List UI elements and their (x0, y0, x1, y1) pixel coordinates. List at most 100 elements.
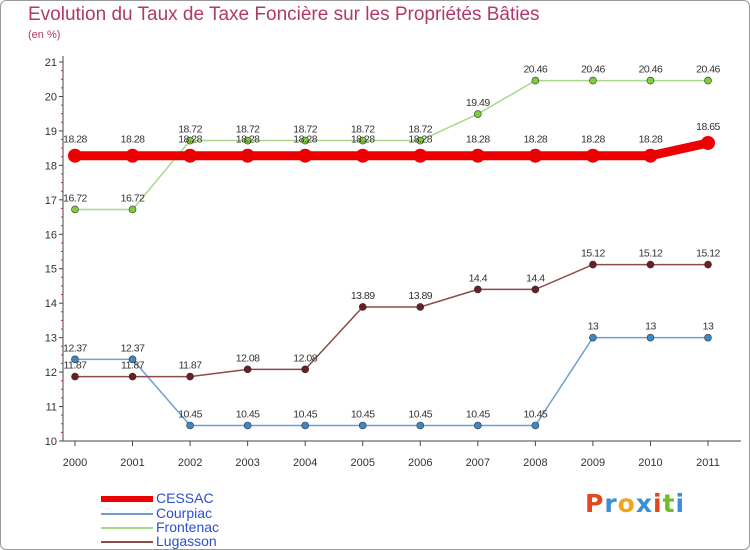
proxiti-logo: Proxiti (585, 489, 685, 518)
data-point (646, 76, 655, 85)
y-tick-label: 12 (45, 367, 57, 379)
data-point (128, 205, 137, 214)
y-tick-label: 10 (45, 436, 57, 448)
data-label: 11.87 (64, 360, 88, 372)
data-label: 11.87 (121, 360, 145, 372)
y-tick-label: 11 (46, 402, 57, 414)
y-tick-label: 20 (45, 91, 57, 103)
data-point (186, 136, 194, 145)
logo-letter: o (617, 489, 636, 518)
data-label: 20.46 (639, 64, 663, 76)
data-label: 18.72 (351, 124, 375, 136)
x-tick-label: 2010 (638, 457, 662, 469)
data-point (531, 421, 540, 430)
y-tick-label: 19 (45, 126, 57, 138)
data-point (589, 76, 597, 85)
data-point (186, 372, 194, 381)
data-point (355, 148, 370, 163)
logo-letter: P (585, 489, 605, 518)
data-point (358, 303, 367, 311)
y-tick-label: 16 (45, 229, 57, 241)
x-tick-label: 2002 (178, 457, 202, 469)
data-point (71, 372, 79, 381)
logo-letter: i (675, 489, 686, 518)
x-tick-label: 2004 (293, 457, 317, 469)
data-label: 20.46 (581, 64, 605, 76)
data-label: 18.28 (408, 134, 432, 146)
data-point (585, 148, 600, 163)
logo-letter: r (604, 489, 618, 518)
y-axis-unit: (en %) (28, 29, 61, 41)
data-point (298, 148, 313, 163)
legend-swatch (101, 527, 153, 529)
x-tick-label: 2006 (408, 457, 432, 469)
y-tick-label: 14 (45, 298, 57, 310)
y-tick-label: 21 (45, 57, 57, 69)
data-label: 10.45 (466, 408, 490, 420)
legend-label: CESSAC (156, 490, 214, 506)
series-cessac: 18.28 18.28 18.28 18.28 18.28 18.28 18.28 18.28… (63, 121, 721, 163)
data-label: 11.87 (179, 360, 203, 372)
data-point (243, 365, 252, 374)
data-label: 15.12 (581, 248, 605, 260)
data-point (531, 285, 540, 294)
data-point (474, 110, 482, 118)
data-point (416, 421, 425, 430)
series-line-courpiac (75, 336, 708, 427)
data-label: 13.89 (408, 290, 432, 302)
data-label: 10.45 (178, 408, 202, 420)
data-point (589, 260, 597, 269)
data-label: 18.28 (466, 134, 490, 146)
data-point (128, 372, 137, 381)
data-label: 18.28 (121, 134, 145, 146)
data-label: 14.4 (469, 272, 488, 284)
y-tick-label: 15 (45, 264, 57, 276)
x-tick-label: 2000 (63, 457, 87, 469)
legend-swatch (101, 496, 153, 502)
data-point (240, 148, 255, 163)
data-label: 18.72 (178, 124, 202, 136)
data-point (474, 421, 482, 430)
data-label: 20.46 (696, 64, 720, 76)
data-label: 18.28 (63, 134, 87, 146)
y-tick-label: 17 (45, 195, 57, 207)
data-point (643, 148, 658, 163)
x-tick-label: 2003 (235, 457, 259, 469)
data-label: 18.28 (351, 134, 375, 146)
data-label: 10.45 (408, 408, 432, 420)
data-point (589, 333, 597, 342)
data-point (243, 136, 252, 145)
data-point (531, 76, 540, 85)
data-label: 18.72 (408, 124, 432, 136)
data-point (704, 260, 712, 269)
data-point (470, 148, 485, 163)
data-label: 13 (645, 321, 656, 333)
legend-label: Courpiac (156, 505, 213, 521)
data-point (301, 365, 309, 374)
data-label: 12.37 (63, 342, 87, 354)
data-label: 18.72 (293, 124, 317, 136)
data-point (68, 148, 82, 163)
data-label: 10.45 (523, 408, 547, 420)
series-frontenac: 16.72 16.72 18.72 18.72 18.72 18.72 18.72 19.49… (63, 64, 721, 214)
axes: 10 11 12 13 14 15 16 17 18 19 20 21 2000 2001 2002 2003… (45, 56, 741, 469)
data-label: 15.12 (639, 248, 663, 260)
logo-letter: t (662, 489, 676, 518)
data-point (358, 421, 367, 430)
data-point (416, 136, 425, 145)
data-point (416, 303, 425, 311)
data-label: 18.72 (236, 124, 260, 136)
data-label: 10.45 (351, 408, 375, 420)
y-tick-label: 18 (45, 160, 57, 172)
data-label: 18.65 (696, 121, 720, 133)
data-point (125, 148, 140, 163)
x-tick-label: 2009 (581, 457, 605, 469)
data-point (704, 333, 712, 342)
x-tick-label: 2005 (350, 457, 374, 469)
series-line-cessac (75, 138, 709, 161)
data-point (358, 136, 367, 145)
data-label: 18.28 (523, 134, 547, 146)
y-tick-label: 13 (45, 333, 57, 345)
data-point (186, 421, 194, 430)
data-label: 14.4 (526, 272, 545, 284)
